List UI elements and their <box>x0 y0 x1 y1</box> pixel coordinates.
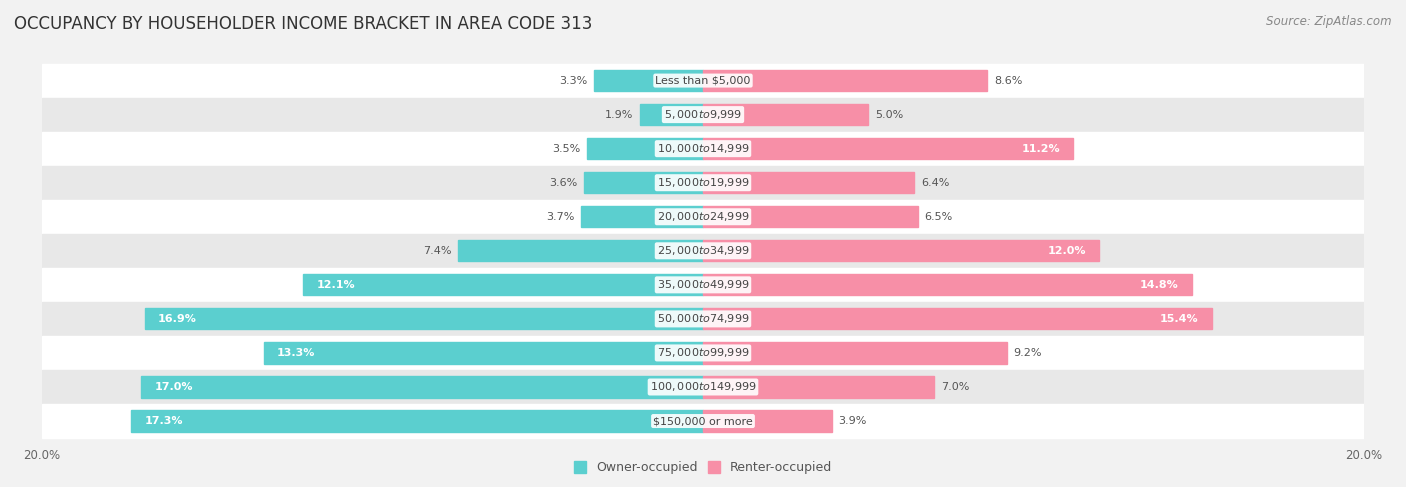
Text: 17.3%: 17.3% <box>145 416 183 426</box>
Bar <box>42 404 1364 438</box>
Bar <box>703 308 1212 329</box>
Bar <box>42 166 1364 200</box>
Bar <box>141 376 703 397</box>
Bar <box>263 342 703 363</box>
Text: 12.1%: 12.1% <box>316 280 356 290</box>
Text: $25,000 to $34,999: $25,000 to $34,999 <box>657 244 749 257</box>
Text: 7.0%: 7.0% <box>941 382 969 392</box>
Bar <box>131 411 703 431</box>
Text: 1.9%: 1.9% <box>605 110 634 120</box>
Bar <box>583 172 703 193</box>
Text: 15.4%: 15.4% <box>1160 314 1198 324</box>
Bar <box>703 411 832 431</box>
Text: $20,000 to $24,999: $20,000 to $24,999 <box>657 210 749 223</box>
Bar <box>42 63 1364 97</box>
Text: 13.3%: 13.3% <box>277 348 315 358</box>
Bar <box>581 206 703 227</box>
Bar <box>304 274 703 296</box>
Text: $5,000 to $9,999: $5,000 to $9,999 <box>664 108 742 121</box>
Text: $150,000 or more: $150,000 or more <box>654 416 752 426</box>
Text: $15,000 to $19,999: $15,000 to $19,999 <box>657 176 749 189</box>
Text: 3.6%: 3.6% <box>550 178 578 187</box>
Bar <box>703 342 1007 363</box>
Text: 5.0%: 5.0% <box>875 110 903 120</box>
Bar <box>588 138 703 159</box>
Text: 3.7%: 3.7% <box>546 212 574 222</box>
Text: 8.6%: 8.6% <box>994 75 1022 86</box>
Text: OCCUPANCY BY HOUSEHOLDER INCOME BRACKET IN AREA CODE 313: OCCUPANCY BY HOUSEHOLDER INCOME BRACKET … <box>14 15 592 33</box>
Text: 9.2%: 9.2% <box>1014 348 1042 358</box>
Bar <box>458 240 703 262</box>
Bar <box>703 70 987 91</box>
Text: 6.4%: 6.4% <box>921 178 949 187</box>
Bar <box>703 240 1099 262</box>
Text: 7.4%: 7.4% <box>423 246 451 256</box>
Bar <box>42 370 1364 404</box>
Legend: Owner-occupied, Renter-occupied: Owner-occupied, Renter-occupied <box>568 456 838 479</box>
Text: 3.3%: 3.3% <box>560 75 588 86</box>
Text: 12.0%: 12.0% <box>1047 246 1087 256</box>
Text: $35,000 to $49,999: $35,000 to $49,999 <box>657 279 749 291</box>
Bar <box>42 131 1364 166</box>
Bar <box>593 70 703 91</box>
Bar <box>703 104 868 125</box>
Bar <box>42 200 1364 234</box>
Text: $100,000 to $149,999: $100,000 to $149,999 <box>650 380 756 393</box>
Bar <box>42 268 1364 302</box>
Bar <box>42 97 1364 131</box>
Bar <box>703 274 1192 296</box>
Text: Less than $5,000: Less than $5,000 <box>655 75 751 86</box>
Text: 17.0%: 17.0% <box>155 382 193 392</box>
Text: Source: ZipAtlas.com: Source: ZipAtlas.com <box>1267 15 1392 28</box>
Text: $10,000 to $14,999: $10,000 to $14,999 <box>657 142 749 155</box>
Bar <box>703 138 1073 159</box>
Bar <box>703 206 918 227</box>
Text: 3.5%: 3.5% <box>553 144 581 154</box>
Bar <box>42 234 1364 268</box>
Text: 6.5%: 6.5% <box>924 212 953 222</box>
Bar <box>42 302 1364 336</box>
Text: $75,000 to $99,999: $75,000 to $99,999 <box>657 346 749 359</box>
Bar <box>703 376 934 397</box>
Bar <box>640 104 703 125</box>
Bar <box>145 308 703 329</box>
Text: 3.9%: 3.9% <box>838 416 868 426</box>
Text: 16.9%: 16.9% <box>157 314 197 324</box>
Text: 11.2%: 11.2% <box>1021 144 1060 154</box>
Text: 14.8%: 14.8% <box>1140 280 1178 290</box>
Bar <box>42 336 1364 370</box>
Text: $50,000 to $74,999: $50,000 to $74,999 <box>657 312 749 325</box>
Bar <box>703 172 914 193</box>
